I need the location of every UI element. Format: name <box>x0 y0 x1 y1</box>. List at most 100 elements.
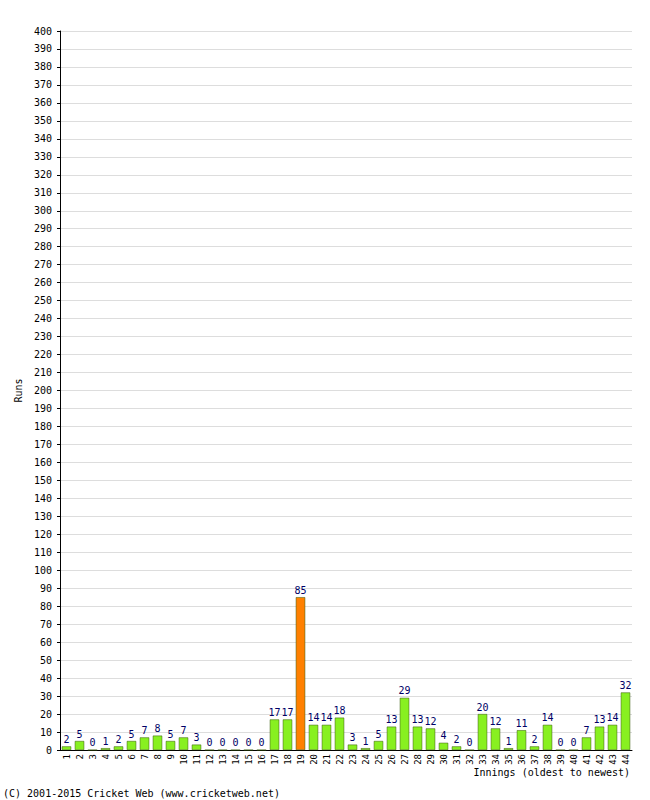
svg-text:0: 0 <box>46 745 52 756</box>
svg-text:37: 37 <box>530 754 540 765</box>
svg-text:5: 5 <box>114 754 124 759</box>
svg-text:38: 38 <box>543 754 553 765</box>
svg-text:90: 90 <box>40 583 52 594</box>
svg-text:18: 18 <box>333 705 345 716</box>
svg-text:43: 43 <box>608 754 618 765</box>
svg-text:0: 0 <box>258 737 264 748</box>
svg-text:85: 85 <box>294 585 306 596</box>
svg-text:0: 0 <box>557 737 563 748</box>
svg-text:30: 30 <box>439 754 449 765</box>
svg-text:5: 5 <box>76 729 82 740</box>
svg-text:9: 9 <box>166 754 176 759</box>
svg-text:12: 12 <box>205 754 215 765</box>
svg-text:34: 34 <box>491 754 501 765</box>
svg-text:20: 20 <box>476 702 488 713</box>
svg-text:14: 14 <box>320 712 332 723</box>
svg-text:40: 40 <box>569 754 579 765</box>
svg-text:260: 260 <box>34 277 52 288</box>
svg-text:31: 31 <box>452 754 462 765</box>
svg-text:5: 5 <box>167 729 173 740</box>
svg-text:17: 17 <box>268 707 280 718</box>
svg-text:5: 5 <box>375 729 381 740</box>
svg-text:35: 35 <box>504 754 514 765</box>
svg-text:240: 240 <box>34 313 52 324</box>
svg-text:0: 0 <box>466 737 472 748</box>
svg-text:7: 7 <box>140 754 150 759</box>
svg-text:190: 190 <box>34 403 52 414</box>
svg-text:350: 350 <box>34 115 52 126</box>
svg-text:200: 200 <box>34 385 52 396</box>
svg-text:2: 2 <box>453 734 459 745</box>
svg-text:32: 32 <box>465 754 475 765</box>
svg-text:11: 11 <box>192 754 202 765</box>
svg-text:220: 220 <box>34 349 52 360</box>
svg-text:22: 22 <box>335 754 345 765</box>
svg-text:0: 0 <box>245 737 251 748</box>
svg-text:17: 17 <box>281 707 293 718</box>
svg-text:0: 0 <box>219 737 225 748</box>
svg-text:150: 150 <box>34 475 52 486</box>
svg-text:Innings (oldest to newest): Innings (oldest to newest) <box>473 767 630 778</box>
svg-text:14: 14 <box>231 754 241 765</box>
svg-text:7: 7 <box>141 725 147 736</box>
svg-text:50: 50 <box>40 655 52 666</box>
svg-text:2: 2 <box>531 734 537 745</box>
svg-text:11: 11 <box>515 718 527 729</box>
svg-text:290: 290 <box>34 223 52 234</box>
svg-text:1: 1 <box>102 736 108 747</box>
svg-text:110: 110 <box>34 547 52 558</box>
svg-text:230: 230 <box>34 331 52 342</box>
svg-text:180: 180 <box>34 421 52 432</box>
svg-text:80: 80 <box>40 601 52 612</box>
svg-text:360: 360 <box>34 97 52 108</box>
svg-text:310: 310 <box>34 187 52 198</box>
svg-text:26: 26 <box>387 754 397 765</box>
svg-text:39: 39 <box>556 754 566 765</box>
svg-text:160: 160 <box>34 457 52 468</box>
svg-text:40: 40 <box>40 673 52 684</box>
svg-text:20: 20 <box>40 709 52 720</box>
svg-text:12: 12 <box>489 716 501 727</box>
svg-text:16: 16 <box>257 754 267 765</box>
svg-text:32: 32 <box>619 680 631 691</box>
svg-text:(C) 2001-2015 Cricket Web (www: (C) 2001-2015 Cricket Web (www.cricketwe… <box>3 788 280 799</box>
svg-text:41: 41 <box>582 754 592 765</box>
svg-text:0: 0 <box>232 737 238 748</box>
svg-text:18: 18 <box>283 754 293 765</box>
svg-text:0: 0 <box>570 737 576 748</box>
svg-text:4: 4 <box>101 754 111 759</box>
svg-text:2: 2 <box>63 734 69 745</box>
svg-text:270: 270 <box>34 259 52 270</box>
svg-text:21: 21 <box>322 754 332 765</box>
svg-text:390: 390 <box>34 43 52 54</box>
svg-text:400: 400 <box>34 26 52 37</box>
svg-text:330: 330 <box>34 151 52 162</box>
svg-text:19: 19 <box>296 754 306 765</box>
svg-text:10: 10 <box>40 727 52 738</box>
svg-text:250: 250 <box>34 295 52 306</box>
svg-text:340: 340 <box>34 133 52 144</box>
svg-text:13: 13 <box>218 754 228 765</box>
svg-text:370: 370 <box>34 79 52 90</box>
svg-text:5: 5 <box>128 729 134 740</box>
svg-text:2: 2 <box>115 734 121 745</box>
svg-text:14: 14 <box>606 712 618 723</box>
svg-text:29: 29 <box>426 754 436 765</box>
svg-text:140: 140 <box>34 493 52 504</box>
svg-text:7: 7 <box>180 725 186 736</box>
svg-text:1: 1 <box>62 754 72 759</box>
svg-text:27: 27 <box>400 754 410 765</box>
svg-text:8: 8 <box>153 754 163 759</box>
svg-text:13: 13 <box>411 714 423 725</box>
svg-text:17: 17 <box>270 754 280 765</box>
svg-text:14: 14 <box>307 712 319 723</box>
svg-text:100: 100 <box>34 565 52 576</box>
svg-text:25: 25 <box>374 754 384 765</box>
svg-text:14: 14 <box>541 712 553 723</box>
svg-text:30: 30 <box>40 691 52 702</box>
svg-text:24: 24 <box>361 754 371 765</box>
svg-text:23: 23 <box>348 754 358 765</box>
svg-text:0: 0 <box>89 737 95 748</box>
svg-text:13: 13 <box>593 714 605 725</box>
svg-text:210: 210 <box>34 367 52 378</box>
